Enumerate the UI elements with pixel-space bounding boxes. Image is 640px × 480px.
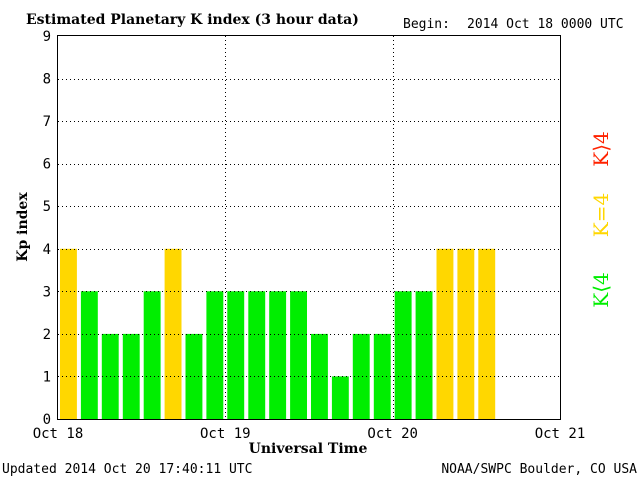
legend-k-above-4: K⟩4: [589, 131, 613, 166]
kp-bar: [248, 291, 266, 419]
y-tick-label: 9: [43, 29, 51, 45]
plot-frame: [57, 35, 561, 420]
kp-bar: [143, 291, 161, 419]
updated-timestamp: Updated 2014 Oct 20 17:40:11 UTC: [2, 462, 252, 477]
x-tick-label: Oct 18: [33, 426, 84, 442]
x-axis-label: Universal Time: [249, 441, 368, 457]
y-axis-label: Kp index: [15, 192, 31, 262]
kp-bar: [206, 291, 224, 419]
kp-bar: [60, 248, 77, 419]
y-tick-label: 0: [43, 412, 51, 428]
kp-bar: [122, 333, 140, 419]
y-tick-label: 2: [43, 327, 51, 343]
y-tick-label: 1: [43, 369, 51, 385]
legend-k-below-4: K⟨4: [589, 272, 613, 307]
kp-bar: [352, 333, 370, 419]
kp-bar: [478, 248, 496, 419]
x-tick-label: Oct 20: [367, 426, 418, 442]
y-tick-label: 7: [43, 114, 51, 130]
kp-bar: [227, 291, 245, 419]
y-tick-label: 8: [43, 72, 51, 88]
bar-group: [60, 248, 496, 419]
y-tick-label: 3: [43, 284, 51, 300]
kp-bar: [331, 376, 349, 419]
y-tick-labels: 0 1 2 3 4 5 6 7 8 9: [43, 29, 51, 428]
y-tick-label: 4: [43, 242, 51, 258]
legend-k-equal-4: K=4: [589, 193, 613, 237]
begin-value: 2014 Oct 18 0000 UTC: [467, 17, 624, 32]
source-credit: NOAA/SWPC Boulder, CO USA: [441, 462, 637, 477]
y-tick-label: 6: [43, 157, 51, 173]
x-tick-label: Oct 21: [535, 426, 586, 442]
kp-bar: [164, 248, 182, 419]
kp-bar: [185, 333, 203, 419]
kp-bar: [80, 291, 98, 419]
y-tick-label: 5: [43, 199, 51, 215]
kp-bar: [394, 291, 412, 419]
kp-bar: [457, 248, 475, 419]
kp-bar: [415, 291, 433, 419]
chart-title: Estimated Planetary K index (3 hour data…: [26, 12, 359, 28]
x-tick-label: Oct 19: [200, 426, 251, 442]
kp-bar: [290, 291, 307, 419]
kp-bar: [269, 291, 287, 419]
kp-bar: [436, 248, 454, 419]
begin-label: Begin:: [403, 17, 450, 32]
kp-bar: [311, 333, 328, 419]
x-tick-labels: Oct 18 Oct 19 Oct 20 Oct 21: [33, 426, 586, 442]
